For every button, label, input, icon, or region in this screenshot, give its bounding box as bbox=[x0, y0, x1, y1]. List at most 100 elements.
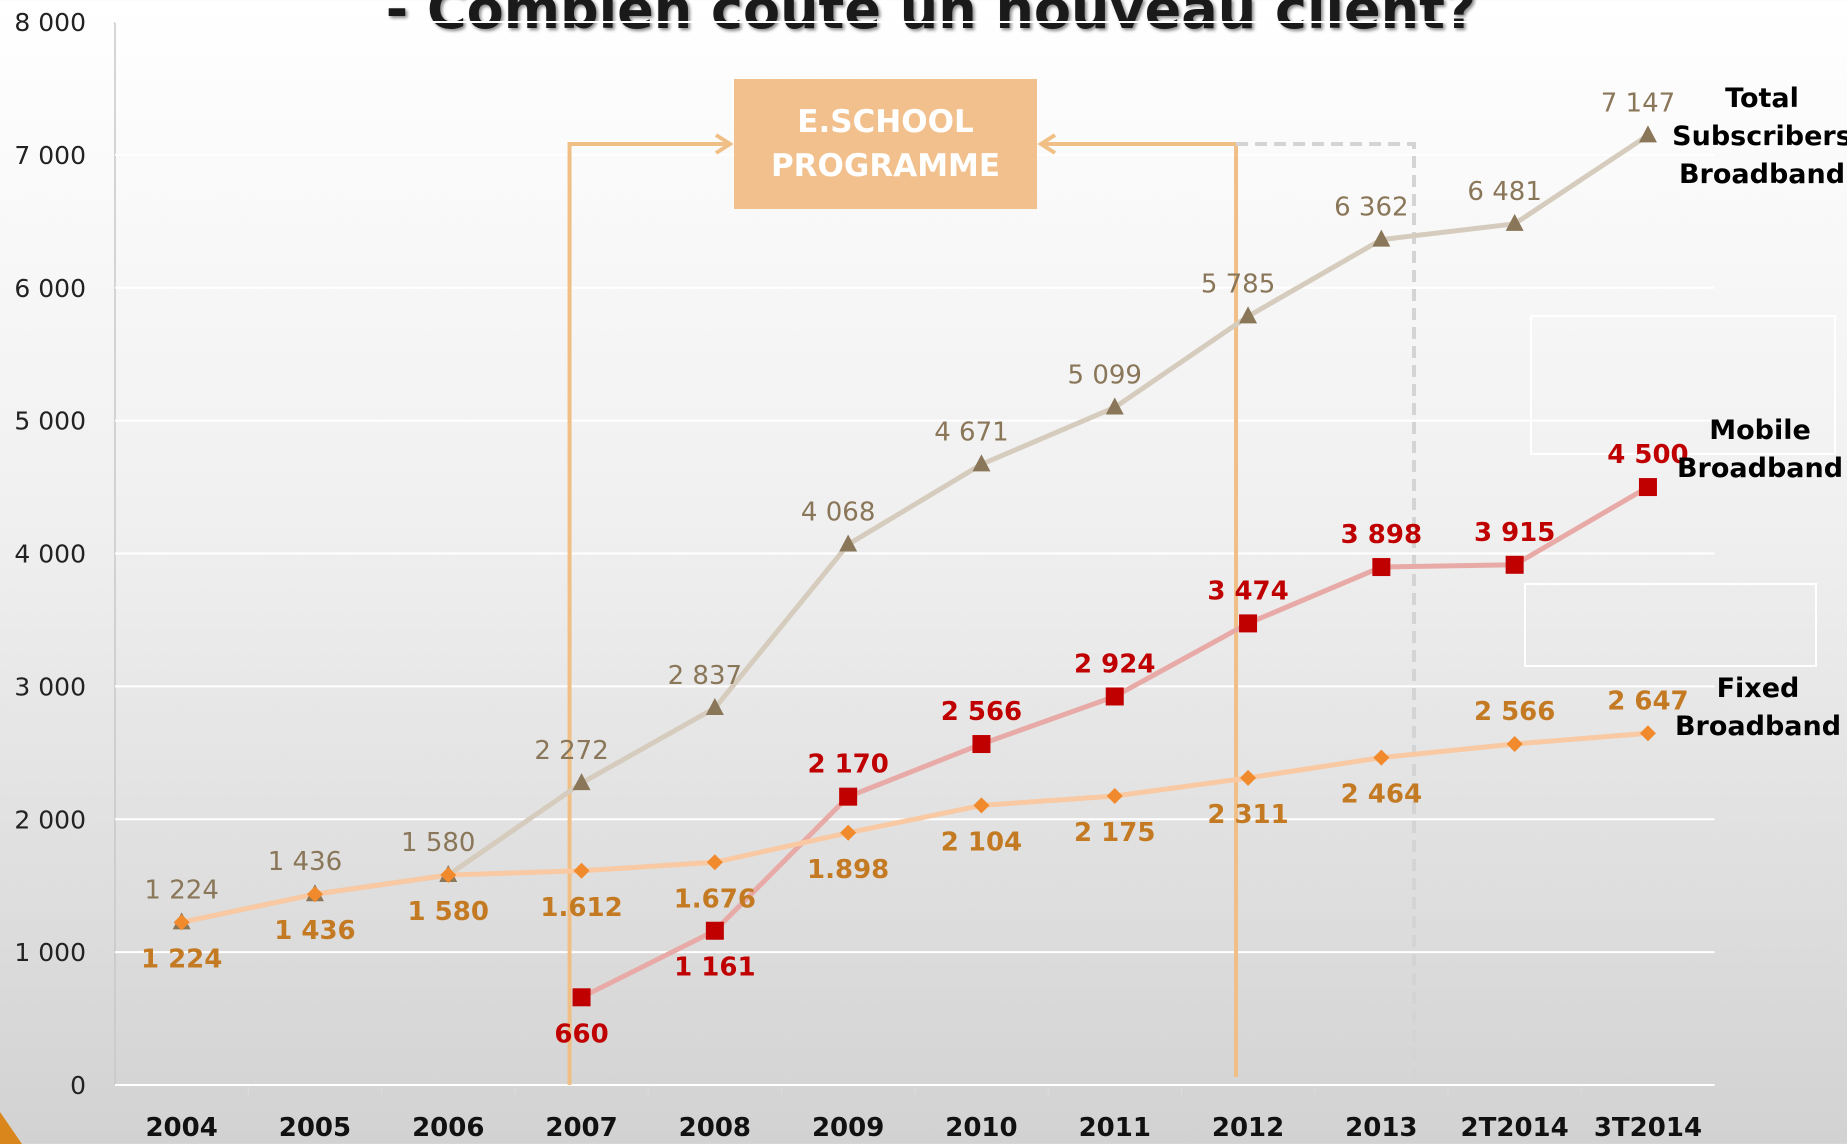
annotation-line: PROGRAMME bbox=[770, 148, 1001, 184]
marker bbox=[1239, 306, 1258, 324]
marker bbox=[1373, 749, 1390, 766]
data-label: 2 272 bbox=[534, 736, 608, 766]
data-label: 5 785 bbox=[1201, 269, 1275, 299]
marker bbox=[840, 824, 857, 841]
marker bbox=[1638, 478, 1657, 497]
y-tick-label: 0 bbox=[70, 1071, 86, 1100]
data-label: 2 175 bbox=[1074, 818, 1155, 848]
x-tick-label: 2013 bbox=[1345, 1113, 1417, 1143]
frame bbox=[1530, 315, 1836, 455]
marker bbox=[705, 698, 724, 716]
marker bbox=[1638, 125, 1657, 143]
data-label: 2 647 bbox=[1607, 686, 1688, 716]
frame bbox=[1524, 583, 1817, 667]
marker bbox=[706, 854, 723, 871]
marker bbox=[1372, 558, 1391, 577]
x-tick-label: 2005 bbox=[279, 1113, 351, 1143]
marker bbox=[573, 862, 590, 879]
marker bbox=[440, 867, 457, 884]
x-tick-label: 2010 bbox=[945, 1113, 1017, 1143]
x-tick-label: 2006 bbox=[412, 1113, 484, 1143]
series-line bbox=[580, 484, 1650, 1000]
marker bbox=[1505, 213, 1524, 231]
data-label: 3 898 bbox=[1341, 520, 1422, 550]
data-label: 7 147 bbox=[1601, 88, 1675, 118]
data-label: 4 671 bbox=[934, 417, 1008, 447]
x-tick-label: 2007 bbox=[545, 1113, 617, 1143]
annotation-dashed bbox=[1236, 142, 1416, 1085]
data-label: 2 104 bbox=[941, 827, 1022, 857]
marker bbox=[839, 534, 858, 552]
data-label: 2 837 bbox=[668, 661, 742, 691]
marker bbox=[1372, 229, 1391, 247]
annotation-line: E.SCHOOL bbox=[797, 104, 974, 140]
data-label: 2 924 bbox=[1074, 649, 1155, 679]
annotation-box: E.SCHOOL PROGRAMME bbox=[734, 79, 1037, 209]
marker bbox=[1105, 687, 1124, 706]
data-label: 2 566 bbox=[1474, 697, 1555, 727]
x-tick-label: 2011 bbox=[1079, 1113, 1151, 1143]
marker bbox=[972, 735, 991, 754]
marker bbox=[1239, 614, 1258, 633]
marker bbox=[1506, 736, 1523, 753]
y-tick-label: 3 000 bbox=[14, 672, 86, 701]
marker bbox=[1639, 725, 1656, 742]
legend-entry: Total Subscribers Broadband bbox=[1672, 83, 1847, 190]
marker bbox=[839, 787, 858, 806]
y-tick-label: 1 000 bbox=[14, 938, 86, 967]
x-tick-label: 2012 bbox=[1212, 1113, 1284, 1143]
marker bbox=[972, 454, 991, 472]
y-tick-label: 6 000 bbox=[14, 274, 86, 303]
data-label: 2 170 bbox=[807, 750, 888, 780]
data-label: 2 566 bbox=[941, 697, 1022, 727]
y-tick-label: 8 000 bbox=[14, 8, 86, 37]
decoration bbox=[0, 315, 1836, 1144]
x-tick-label: 2T2014 bbox=[1461, 1113, 1569, 1143]
data-label: 4 068 bbox=[801, 497, 875, 527]
data-label: 5 099 bbox=[1068, 360, 1142, 390]
y-tick-label: 4 000 bbox=[14, 540, 86, 569]
data-label: 6 362 bbox=[1334, 193, 1408, 223]
x-tick-label: 3T2014 bbox=[1594, 1113, 1702, 1143]
data-label: 1.676 bbox=[674, 884, 756, 914]
data-label: 3 474 bbox=[1207, 576, 1288, 606]
marker bbox=[1106, 787, 1123, 804]
data-label: 1 580 bbox=[401, 828, 475, 858]
data-label: 660 bbox=[554, 1019, 608, 1049]
marker bbox=[572, 988, 591, 1007]
data-label: 1 224 bbox=[141, 944, 222, 974]
legend-entry: Mobile Broadband bbox=[1676, 415, 1844, 484]
marker bbox=[572, 773, 591, 791]
x-tick-label: 2004 bbox=[145, 1113, 217, 1143]
y-tick-label: 2 000 bbox=[14, 805, 86, 834]
data-label: 6 481 bbox=[1467, 177, 1541, 207]
marker bbox=[1105, 397, 1124, 415]
chart-title: - Combien coûte un nouveau client? bbox=[386, 0, 1476, 41]
data-label: 1 436 bbox=[268, 847, 342, 877]
data-label: 1.612 bbox=[540, 893, 622, 923]
marker bbox=[705, 921, 724, 940]
legend-entry: Fixed Broadband bbox=[1674, 673, 1842, 742]
data-label: 1 580 bbox=[408, 897, 489, 927]
data-label: 1 161 bbox=[674, 953, 755, 983]
y-tick-label: 7 000 bbox=[14, 141, 86, 170]
annotation-line bbox=[567, 133, 734, 1085]
data-label: 2 311 bbox=[1207, 800, 1288, 830]
data-label: 3 915 bbox=[1474, 518, 1555, 548]
marker bbox=[1240, 769, 1257, 786]
y-tick-label: 5 000 bbox=[14, 407, 86, 436]
data-label: 2 464 bbox=[1341, 780, 1422, 810]
data-label: 1 436 bbox=[274, 916, 355, 946]
data-label: 1 224 bbox=[144, 875, 218, 905]
x-tick-label: 2009 bbox=[812, 1113, 884, 1143]
marker bbox=[173, 914, 190, 931]
x-tick-label: 2008 bbox=[679, 1113, 751, 1143]
marker bbox=[1505, 555, 1524, 574]
series-line bbox=[181, 133, 1650, 925]
series-line bbox=[181, 730, 1649, 925]
marker bbox=[973, 797, 990, 814]
data-label: 4 500 bbox=[1607, 440, 1688, 470]
corner bbox=[0, 1112, 22, 1144]
